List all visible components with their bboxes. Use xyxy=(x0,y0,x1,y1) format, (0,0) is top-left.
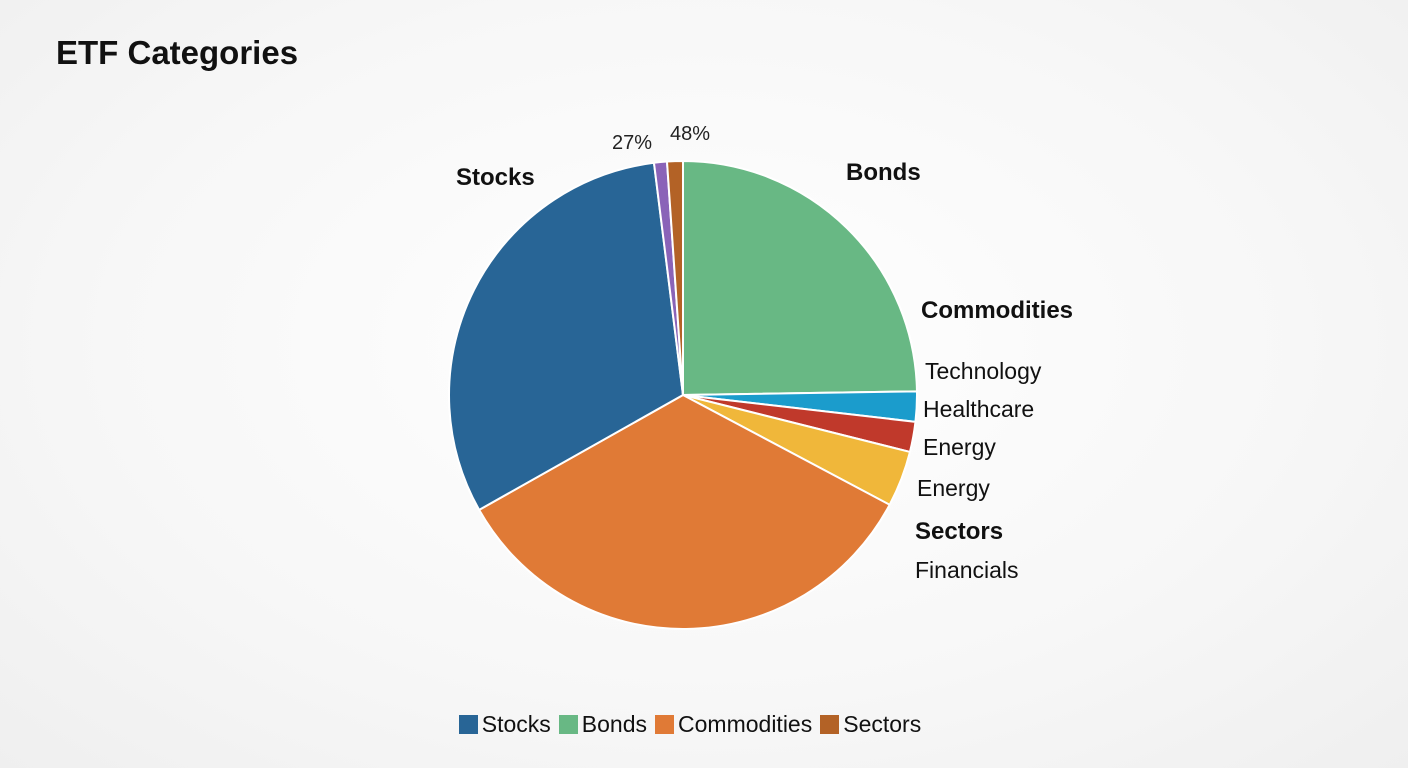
annotation-sectors: Sectors xyxy=(915,518,1003,545)
legend: Stocks Bonds Commodities Sectors xyxy=(0,711,1380,738)
legend-label: Commodities xyxy=(678,711,813,737)
pie-chart: 27% 48% Stocks Bonds Commodities Technology He… xyxy=(448,123,1073,630)
legend-label: Bonds xyxy=(581,711,648,737)
legend-item-commodities: Commodities xyxy=(655,711,812,738)
legend-swatch xyxy=(655,715,675,734)
annotation-bonds: Bonds xyxy=(846,159,921,186)
annotation-energy: Energy xyxy=(923,434,996,460)
annotation-stocks: Stocks xyxy=(456,164,535,191)
annotation-energy: Energy xyxy=(917,475,990,501)
data-label: 48% xyxy=(670,123,710,145)
annotation-technology: Technology xyxy=(925,358,1042,384)
annotation-financials: Financials xyxy=(915,557,1019,583)
pie-slice-stocks xyxy=(448,161,684,511)
annotation-commodities: Commodities xyxy=(921,297,1073,324)
pie-slice-sectors xyxy=(666,160,684,396)
pie-labels: 27% 48% Stocks Bonds Commodities Technology He… xyxy=(456,123,1073,583)
pie-slice-bonds xyxy=(682,160,918,396)
legend-item-stocks: Stocks xyxy=(458,711,551,738)
pie-slices xyxy=(448,160,918,630)
annotation-healthcare: Healthcare xyxy=(923,396,1034,422)
chart-title: ETF Categories xyxy=(56,34,299,71)
legend-item-bonds: Bonds xyxy=(558,711,648,738)
data-label: 27% xyxy=(612,132,652,154)
legend-item-sectors: Sectors xyxy=(820,711,921,738)
legend-label: Stocks xyxy=(481,711,551,737)
legend-swatch xyxy=(558,715,578,734)
pie-slice-commodities xyxy=(478,394,891,630)
legend-swatch xyxy=(458,715,478,734)
legend-swatch xyxy=(820,715,840,734)
legend-label: Sectors xyxy=(843,711,922,737)
